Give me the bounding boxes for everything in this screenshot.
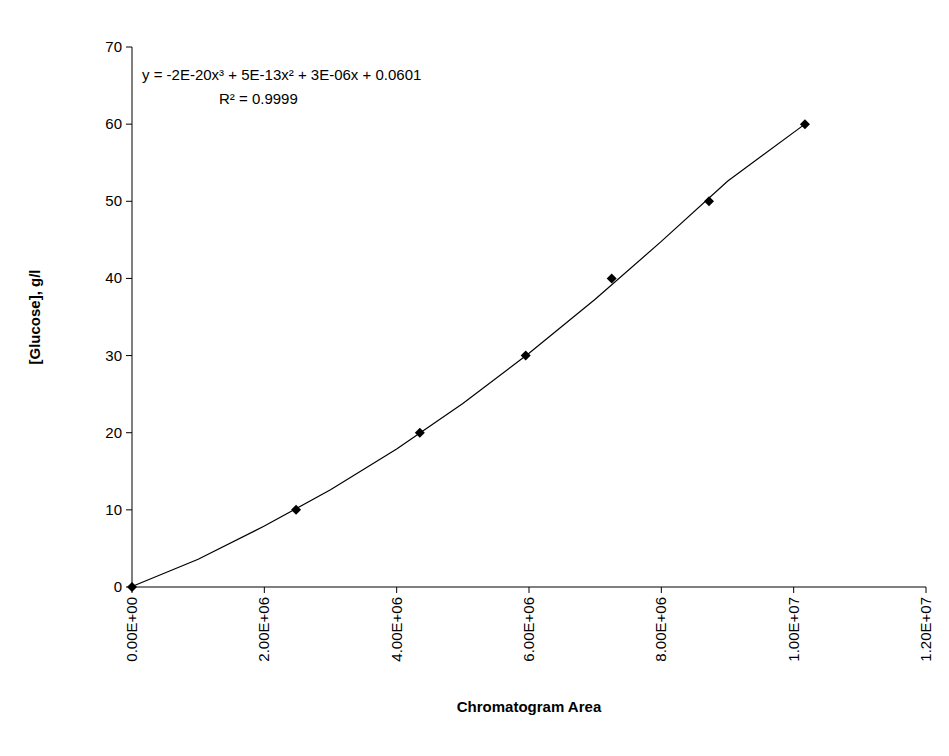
y-tick-label: 40 xyxy=(105,269,122,286)
trend-line xyxy=(132,124,805,586)
x-tick-label: 1.00E+07 xyxy=(785,597,802,662)
y-tick-label: 0 xyxy=(114,578,122,595)
annotation: y = -2E-20x³ + 5E-13x² + 3E-06x + 0.0601 xyxy=(142,66,421,83)
x-tick xyxy=(396,587,397,593)
y-tick xyxy=(126,355,132,356)
x-tick xyxy=(926,587,927,593)
y-tick xyxy=(126,278,132,279)
x-tick-label: 4.00E+06 xyxy=(388,597,405,662)
x-tick xyxy=(661,587,662,593)
x-tick-label: 1.20E+07 xyxy=(917,597,934,662)
plot-area xyxy=(127,119,810,592)
x-tick-label: 6.00E+06 xyxy=(520,597,537,662)
x-tick-label: 8.00E+06 xyxy=(652,597,669,662)
x-tick xyxy=(529,587,530,593)
y-axis-title: [Glucose], g/l xyxy=(26,269,43,364)
data-point xyxy=(127,582,137,592)
y-tick xyxy=(126,432,132,433)
y-tick-label: 30 xyxy=(105,347,122,364)
y-tick xyxy=(126,201,132,202)
y-tick xyxy=(126,509,132,510)
y-tick xyxy=(126,124,132,125)
x-tick-label: 2.00E+06 xyxy=(255,597,272,662)
y-tick-label: 60 xyxy=(105,115,122,132)
y-tick-label: 10 xyxy=(105,501,122,518)
y-axis xyxy=(132,47,133,587)
y-tick-label: 70 xyxy=(105,38,122,55)
annotation: R² = 0.9999 xyxy=(219,90,298,107)
y-tick-label: 50 xyxy=(105,192,122,209)
y-tick xyxy=(126,47,132,48)
y-tick-label: 20 xyxy=(105,424,122,441)
x-tick-label: 0.00E+00 xyxy=(123,597,140,662)
x-tick xyxy=(793,587,794,593)
chart: 0 10 20 30 40 50 60 70 0.00E+00 2.00E+06 4.00E+06 6… xyxy=(0,0,949,756)
x-axis-title: Chromatogram Area xyxy=(457,698,602,715)
x-tick xyxy=(264,587,265,593)
